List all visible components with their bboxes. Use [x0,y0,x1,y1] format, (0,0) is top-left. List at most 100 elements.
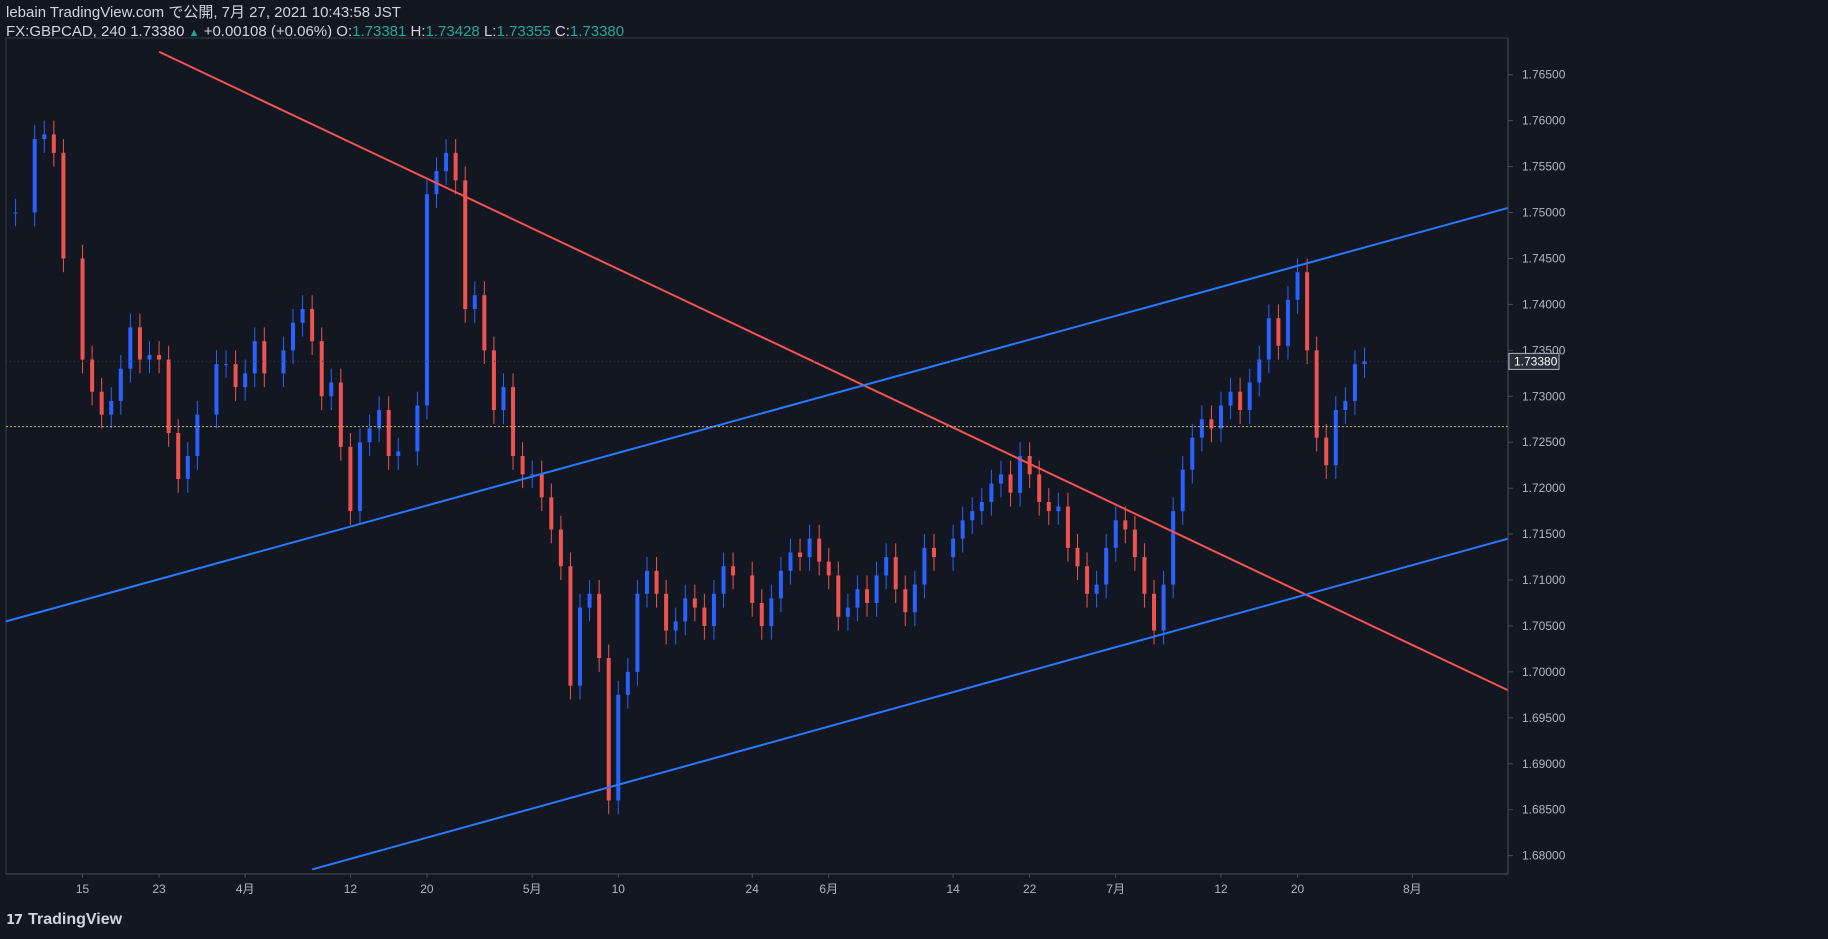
candle-body [1094,584,1099,594]
candle-body [444,152,449,172]
candle-body [128,327,133,369]
candle-body [558,529,563,567]
candle-body [1104,547,1109,585]
candle-body [769,598,774,626]
candle-body [415,405,420,452]
publisher-line: lebain TradingView.com で公開, 7月 27, 2021 … [6,4,401,21]
candle-body [520,456,525,475]
candle-body [1238,391,1243,411]
time-tick-label: 7月 [1106,882,1125,896]
time-tick-label: 20 [1291,882,1305,896]
candle-body [931,547,936,558]
candle-body [1314,350,1319,438]
time-tick-label: 12 [1214,882,1228,896]
candle-body [147,354,152,360]
candle-body [1228,391,1233,406]
candle-body [1171,511,1176,585]
candle-body [874,575,879,603]
candle-body [300,309,305,323]
tradingview-branding[interactable]: 𝟭𝟳 TradingView [6,911,122,929]
candle-body [664,593,669,631]
candle-body [453,152,458,181]
candle-body [606,658,611,801]
candle-body [1018,456,1023,493]
symbol-label[interactable]: FX:GBPCAD, 240 [6,23,127,40]
candle-body [1142,557,1147,594]
candle-body [539,474,544,498]
candle-body [970,511,975,521]
candle-body [568,566,573,686]
candle-body [1113,520,1118,548]
candle-body [1257,359,1262,383]
candles [13,120,1367,815]
candle-body [51,134,56,153]
plot-frame [5,37,1509,875]
time-tick-label: 5月 [523,882,542,896]
candle-body [845,607,850,617]
candle-body [750,575,755,603]
time-tick-label: 24 [746,882,760,896]
price-tick-label: 1.72500 [1522,435,1566,449]
candle-body [367,428,372,443]
candle-body [1295,272,1300,300]
price-tick-label: 1.73000 [1522,389,1566,403]
price-tick-label: 1.68500 [1522,803,1566,817]
price-tick-label: 1.72000 [1522,481,1566,495]
candle-body [759,602,764,626]
candle-body [1218,405,1223,429]
candle-body [1037,474,1042,502]
price-tick-label: 1.70000 [1522,665,1566,679]
candle-body [166,359,171,434]
time-tick-label: 15 [76,882,90,896]
low-label: L: [483,23,497,40]
candle-body [310,309,315,342]
price-tick-label: 1.69500 [1522,711,1566,725]
time-tick-label: 12 [344,882,358,896]
candle-body [118,368,123,401]
candle-body [644,570,649,594]
candle-body [1199,419,1204,438]
price-tick-label: 1.68000 [1522,849,1566,863]
candle-body [61,152,66,259]
last-price-tag [1508,352,1560,370]
candle-body [1085,566,1090,594]
candle-body [491,350,496,411]
candle-body [960,520,965,539]
price-tick-label: 1.74000 [1522,297,1566,311]
candle-body [1324,437,1329,466]
candle-body [826,561,831,576]
close-value: 1.73380 [569,23,625,40]
candle-body [386,410,391,456]
time-tick-label: 8月 [1403,882,1422,896]
candle-body [1161,584,1166,631]
candle-body [195,414,200,456]
candle-body [616,694,621,801]
candle-body [1065,506,1070,548]
candle-body [654,570,659,594]
candle-body [1276,318,1281,346]
close-label: C: [554,23,570,40]
candle-body [884,557,889,576]
axes: 1.76500 1.76000 1.75500 1.75000 1.74500 1.740… [6,38,1566,896]
candle-body [865,589,870,603]
candle-body [281,350,286,374]
candle-body [1285,299,1290,346]
candle-body [989,483,994,502]
price-tick-label: 1.75000 [1522,206,1566,220]
candle-body [673,621,678,631]
grid [5,37,1509,875]
candle-body [683,598,688,622]
candle-body [788,552,793,571]
candle-body [243,373,248,388]
candle-body [80,258,85,360]
time-tick-label: 20 [420,882,434,896]
price-change: +0.00108 (+0.06%) [203,23,333,40]
candle-body [109,400,114,415]
open-value: 1.73381 [352,23,407,40]
price-tick-label: 1.76000 [1522,114,1566,128]
candle-body [13,212,18,214]
candle-body [1046,501,1051,512]
time-tick-label: 4月 [236,882,255,896]
candle-body [463,180,468,310]
